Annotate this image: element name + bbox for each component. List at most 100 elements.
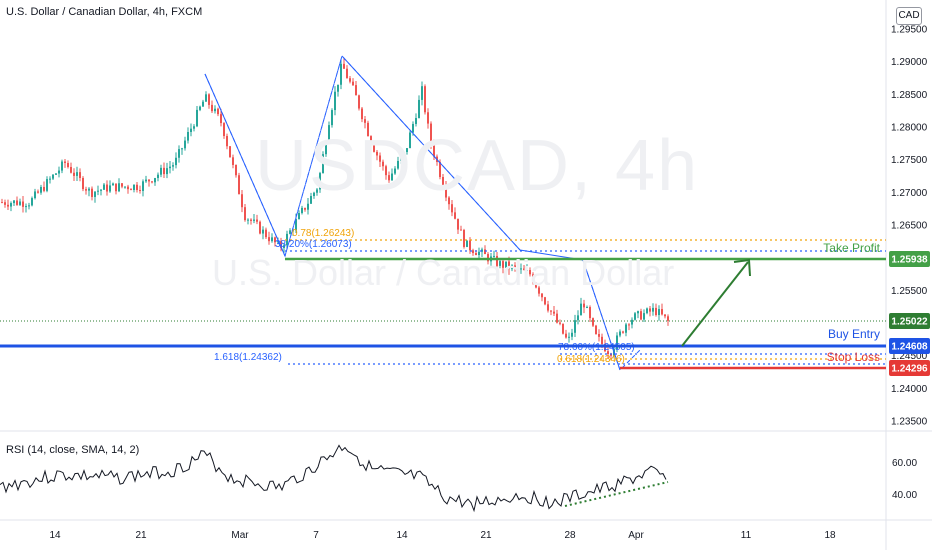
candle-body xyxy=(637,311,639,314)
watermark-name: U.S. Dollar / Canadian Dollar xyxy=(212,252,675,293)
candle-body xyxy=(382,161,384,167)
pattern-leg xyxy=(582,259,641,371)
candle-body xyxy=(424,86,426,113)
candle-body xyxy=(307,203,309,210)
candle-body xyxy=(562,323,564,334)
candle-body xyxy=(1,202,3,204)
candle-body xyxy=(70,166,72,173)
candle-body xyxy=(160,167,162,175)
candle-body xyxy=(502,261,504,268)
price-tick-label: 1.26500 xyxy=(891,221,928,232)
candle-body xyxy=(10,203,12,207)
currency-badge[interactable]: CAD xyxy=(896,7,922,25)
candle-body xyxy=(616,335,618,350)
candle-body xyxy=(13,200,15,204)
candle-body xyxy=(649,308,651,312)
candle-body xyxy=(421,86,423,100)
time-tick-label: 21 xyxy=(135,530,147,541)
candle-body xyxy=(232,157,234,165)
price-tick-label: 1.25500 xyxy=(891,286,928,297)
candle-body xyxy=(274,237,276,243)
time-tick-label: 18 xyxy=(824,530,836,541)
candle-body xyxy=(190,128,192,133)
candle-body xyxy=(214,108,216,112)
candle-body xyxy=(295,219,297,231)
candle-body xyxy=(493,255,495,257)
candle-body xyxy=(91,188,93,197)
candle-body xyxy=(553,311,555,314)
candle-body xyxy=(598,334,600,337)
candle-body xyxy=(643,313,645,320)
rsi-tick-label: 60.00 xyxy=(892,458,917,469)
candle-body xyxy=(610,354,612,356)
candle-body xyxy=(460,229,462,231)
stop-loss-label: Stop Loss xyxy=(827,350,880,364)
candle-body xyxy=(217,108,219,115)
candle-body xyxy=(652,307,654,312)
rsi-tick-label: 40.00 xyxy=(892,490,917,501)
candle-body xyxy=(646,308,648,314)
candle-body xyxy=(631,319,633,325)
current-price-tag xyxy=(889,313,930,329)
candle-body xyxy=(601,336,603,344)
chart-title: U.S. Dollar / Canadian Dollar, 4h, FXCM xyxy=(6,6,203,18)
candle-body xyxy=(541,293,543,298)
candle-body xyxy=(193,126,195,129)
candle-body xyxy=(226,136,228,147)
candle-body xyxy=(250,219,252,221)
candle-body xyxy=(400,156,402,161)
rsi-label: RSI (14, close, SMA, 14, 2) xyxy=(6,444,140,456)
candle-body xyxy=(634,313,636,320)
candle-body xyxy=(349,78,351,82)
buy-entry-tag-value: 1.24608 xyxy=(891,342,928,353)
candle-body xyxy=(88,188,90,191)
candle-body xyxy=(454,212,456,219)
candle-body xyxy=(496,255,498,266)
candle-body xyxy=(586,307,588,309)
stop-loss-tag-value: 1.24296 xyxy=(891,364,928,375)
watermark-symbol: USDCAD, 4h xyxy=(255,126,700,206)
candle-body xyxy=(229,146,231,158)
candle-body xyxy=(367,122,369,137)
fib-label: 0.78(1.26243) xyxy=(292,228,354,239)
candle-body xyxy=(343,63,345,69)
candle-body xyxy=(109,185,111,192)
candle-body xyxy=(508,261,510,270)
candle-body xyxy=(127,186,129,190)
candle-body xyxy=(520,268,522,270)
candle-body xyxy=(4,202,6,205)
time-tick-label: 28 xyxy=(564,530,576,541)
candle-body xyxy=(184,140,186,149)
stop-loss-tag xyxy=(889,360,930,376)
candle-body xyxy=(43,186,45,191)
candle-body xyxy=(262,229,264,234)
candle-body xyxy=(331,110,333,126)
candle-body xyxy=(535,283,537,288)
candle-body xyxy=(148,179,150,182)
price-tick-label: 1.29500 xyxy=(891,25,928,36)
candle-body xyxy=(619,331,621,336)
candle-body xyxy=(514,265,516,267)
take-profit-tag xyxy=(889,251,930,267)
candle-body xyxy=(448,197,450,205)
time-tick-label: Mar xyxy=(231,530,249,541)
candle-body xyxy=(577,315,579,321)
candle-body xyxy=(313,192,315,197)
candle-body xyxy=(196,109,198,127)
candle-body xyxy=(40,186,42,193)
candle-body xyxy=(592,318,594,326)
candle-body xyxy=(181,148,183,150)
candle-body xyxy=(607,351,609,355)
candle-body xyxy=(340,63,342,85)
price-tick-label: 1.29000 xyxy=(891,57,928,68)
candle-body xyxy=(472,250,474,254)
candle-body xyxy=(505,261,507,268)
candle-body xyxy=(451,204,453,213)
candle-body xyxy=(202,101,204,107)
candle-body xyxy=(430,123,432,145)
buy-entry-tag xyxy=(889,338,930,354)
price-tick-label: 1.27500 xyxy=(891,155,928,166)
projection-arrow xyxy=(681,261,749,347)
candle-body xyxy=(595,325,597,335)
